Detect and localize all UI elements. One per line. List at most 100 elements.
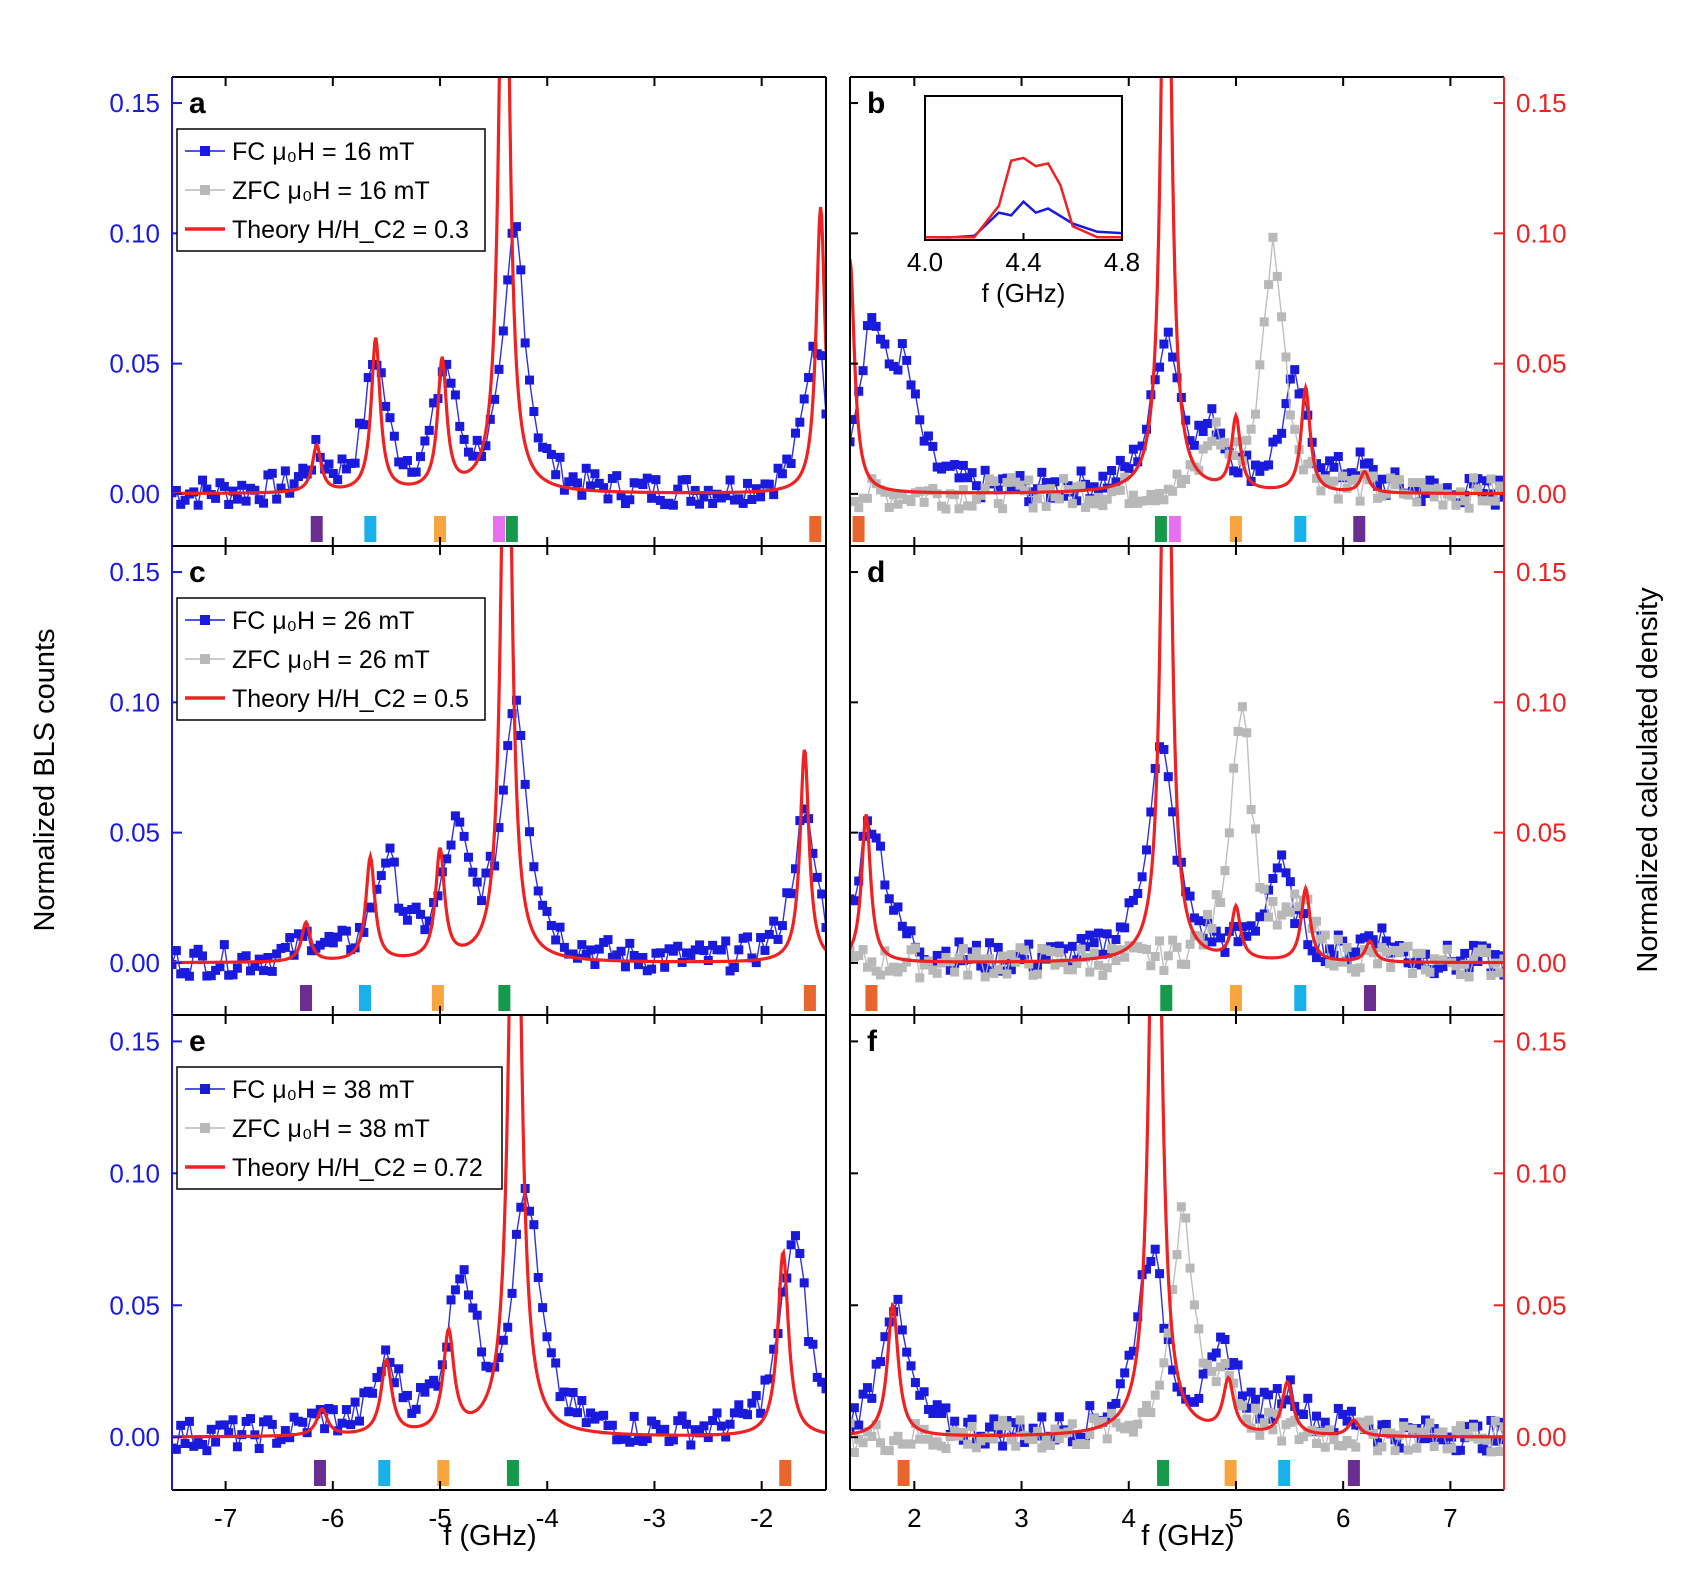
panel-letter: d <box>867 556 885 589</box>
zfc-point <box>854 503 864 513</box>
zfc-point <box>1046 1441 1056 1451</box>
zfc-point <box>941 1444 951 1454</box>
fc-point <box>1111 477 1121 487</box>
fc-point <box>424 425 434 435</box>
fc-point <box>1185 436 1195 446</box>
fc-point <box>799 394 809 404</box>
fc-point <box>993 1428 1003 1438</box>
fc-point <box>1024 939 1034 949</box>
zfc-point <box>1041 501 1051 511</box>
fc-point <box>1390 467 1400 477</box>
zfc-point <box>910 1419 920 1429</box>
fc-point <box>625 495 635 505</box>
fc-point <box>941 1403 951 1413</box>
zfc-point <box>1438 955 1448 965</box>
zfc-point <box>1233 437 1243 447</box>
zfc-point <box>1246 805 1256 815</box>
zfc-point <box>1368 948 1378 958</box>
zfc-point <box>1019 945 1029 955</box>
fc-point <box>280 1426 290 1436</box>
fc-point <box>738 498 748 508</box>
fc-point <box>1172 373 1182 383</box>
fc-point <box>359 420 369 430</box>
fc-point <box>298 463 308 473</box>
fc-point <box>472 1310 482 1320</box>
x-tick-label: 3 <box>1014 1503 1028 1533</box>
fc-point <box>1272 863 1282 873</box>
fc-point <box>363 373 373 383</box>
y-tick-label-right: 0.15 <box>1516 1026 1567 1056</box>
fc-point <box>880 1332 890 1342</box>
fc-point <box>954 473 964 483</box>
zfc-point <box>1451 961 1461 971</box>
legend-entry: FC μ₀H = 16 mT <box>232 138 414 166</box>
fc-point <box>712 1408 722 1418</box>
y-tick-label-left: 0.00 <box>109 1422 160 1452</box>
legend-entry: Theory H/H_C2 = 0.3 <box>232 216 469 244</box>
fc-point <box>1050 477 1060 487</box>
fc-point <box>616 491 626 501</box>
fc-point <box>211 1437 221 1447</box>
x-tick-label: -6 <box>321 1503 344 1533</box>
zfc-point <box>967 953 977 963</box>
fc-point <box>1298 909 1308 919</box>
mode-marker <box>1160 985 1173 1011</box>
zfc-point <box>1015 1415 1025 1425</box>
fc-point <box>1076 466 1086 476</box>
fc-point <box>267 966 277 976</box>
fc-point <box>629 1411 639 1421</box>
fc-point <box>980 465 990 475</box>
fc-point <box>1168 1365 1178 1375</box>
fc-point <box>206 1424 216 1434</box>
fc-point <box>411 1404 421 1414</box>
fc-point <box>893 365 903 375</box>
fc-point <box>381 401 391 411</box>
zfc-point <box>967 1421 977 1431</box>
zfc-point <box>1364 1415 1374 1425</box>
fc-point <box>328 469 338 479</box>
fc-point <box>586 945 596 955</box>
fc-point <box>459 434 469 444</box>
zfc-point <box>1194 931 1204 941</box>
zfc-point <box>1181 1213 1191 1223</box>
fc-point <box>263 1415 273 1425</box>
zfc-point <box>1107 1408 1117 1418</box>
x-tick-label: -3 <box>643 1503 666 1533</box>
fc-point <box>1089 938 1099 948</box>
fc-point <box>1032 962 1042 972</box>
fc-point <box>411 902 421 912</box>
fc-point <box>267 468 277 478</box>
fc-point <box>850 415 859 425</box>
zfc-point <box>1150 496 1160 506</box>
fc-point <box>389 431 399 441</box>
legend-box <box>176 597 486 721</box>
fc-point <box>1137 872 1147 882</box>
mode-marker <box>1154 516 1167 542</box>
fc-point <box>1094 487 1104 497</box>
fc-point <box>520 779 530 789</box>
fc-point <box>1333 1403 1343 1413</box>
zfc-point <box>1006 950 1016 960</box>
fc-point <box>503 741 513 751</box>
fc-point <box>668 1435 678 1445</box>
fc-point <box>490 394 500 404</box>
legend-entry: FC μ₀H = 26 mT <box>232 607 414 635</box>
fc-point <box>1250 1394 1260 1404</box>
zfc-point <box>1089 948 1099 958</box>
fc-point <box>1312 1411 1322 1421</box>
zfc-point <box>1259 884 1269 894</box>
fc-point <box>634 960 644 970</box>
fc-point <box>821 1384 826 1394</box>
fc-point <box>721 1432 731 1442</box>
mode-marker <box>1363 985 1376 1011</box>
zfc-point <box>1054 947 1064 957</box>
fc-point <box>1146 1256 1156 1266</box>
zfc-point <box>1495 968 1504 978</box>
fc-point <box>764 929 774 939</box>
fc-point <box>551 935 561 945</box>
fc-point <box>893 1294 903 1304</box>
fc-point <box>668 500 678 510</box>
fc-point <box>424 916 434 926</box>
fc-point <box>420 1387 430 1397</box>
zfc-point <box>1094 960 1104 970</box>
